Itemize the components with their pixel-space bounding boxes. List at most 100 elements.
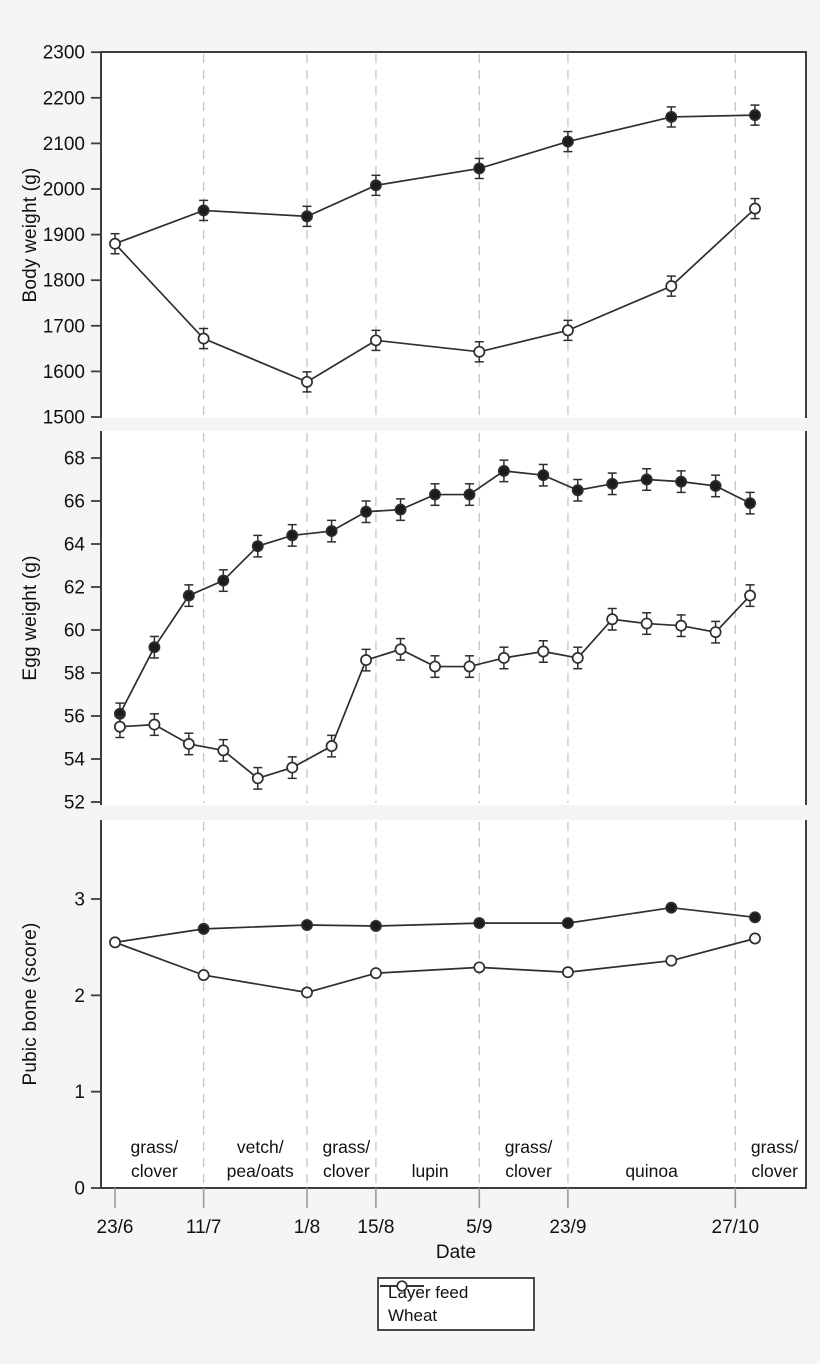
open-circle-marker [675,619,688,632]
filled-circle-marker [497,464,510,477]
panel-body-weight: 1500 1600 1700 1800 1900 2000 2100 2200 2300 [43,43,807,429]
open-circle-marker [148,718,161,731]
open-circle-marker [709,626,722,639]
filled-circle-marker [561,917,574,930]
feed-period-label: grass/ [131,1137,179,1157]
open-circle-marker [197,332,210,345]
y-tick-label: 62 [64,578,85,599]
y-axis-title-egg-weight: Egg weight (g) [20,555,41,681]
x-tick-label: 11/7 [186,1217,222,1238]
filled-circle-marker [360,505,373,518]
open-circle-marker [286,761,299,774]
open-circle-marker [571,652,584,664]
feed-period-label: clover [323,1161,370,1181]
feed-period-label: clover [751,1161,798,1181]
filled-circle-marker [640,473,653,486]
series-line-wheat [114,937,756,994]
open-circle-marker [360,654,373,667]
series-wheat [109,932,761,999]
y-tick-label: 2000 [43,180,85,201]
x-axis-title-date: Date [435,1242,477,1263]
open-circle-marker [197,969,210,982]
filled-circle-marker [325,525,338,538]
filled-circle-marker [369,179,382,192]
open-circle-marker-icon [380,1280,424,1292]
open-circle-marker [640,617,653,630]
y-tick-label: 2100 [43,134,85,155]
y-tick-label: 58 [64,664,85,685]
panel-background [101,820,806,1188]
x-tick-label: 23/6 [97,1217,134,1238]
series-layer-feed [114,901,761,944]
filled-circle-marker [675,475,688,488]
filled-circle-marker [749,109,761,122]
feed-period-label: pea/oats [227,1161,294,1181]
feed-period-label: vetch/ [237,1137,284,1157]
panel-background [101,52,806,418]
open-circle-marker [561,324,574,337]
feed-period-label: grass/ [505,1137,553,1157]
legend-item-wheat: Wheat [380,1280,533,1326]
y-tick-label: 1 [74,1082,85,1103]
y-tick-label: 1600 [43,362,85,383]
open-circle-marker [182,738,195,750]
series-wheat [113,584,757,790]
open-circle-marker [537,645,550,658]
open-circle-marker [369,334,382,347]
open-circle-marker [109,936,121,949]
series-layer-feed [114,104,761,245]
filled-circle-marker [301,919,313,931]
open-circle-marker [665,954,678,967]
legend: Layer feed Wheat [377,1277,535,1331]
y-tick-label: 3 [74,890,85,911]
filled-circle-marker [286,529,299,542]
y-tick-label: 0 [74,1179,85,1200]
feed-period-label: grass/ [751,1137,799,1157]
y-tick-label: 54 [64,750,86,771]
open-circle-marker [473,345,486,358]
feed-period-label: clover [131,1161,178,1181]
panel-pubic-bone: 0 1 2 3 23/6 11/7 1/8 15/8 5/9 23/9 27/10 grass/clo… [74,820,807,1238]
filled-circle-marker [217,574,230,587]
open-circle-marker [463,660,476,673]
open-circle-marker [606,613,619,626]
filled-circle-marker [571,484,584,497]
filled-circle-marker [606,477,619,490]
filled-circle-marker [251,540,264,553]
x-tick-label: 23/9 [549,1217,586,1238]
filled-circle-marker [369,920,382,932]
filled-circle-marker [709,480,722,492]
x-tick-label: 1/8 [294,1217,320,1238]
filled-circle-marker [148,641,161,654]
open-circle-marker [561,966,574,979]
feed-period-label: lupin [412,1161,449,1181]
open-circle-marker [665,280,678,293]
y-tick-label: 2200 [43,88,85,109]
open-circle-marker [473,961,486,974]
filled-circle-marker [301,210,313,223]
open-circle-marker [217,744,230,757]
open-circle-marker [744,589,757,602]
y-tick-label: 64 [64,535,86,556]
filled-circle-marker [394,503,407,516]
filled-circle-marker [473,162,486,175]
legend-label-layer-feed: Layer feed [388,1282,469,1302]
filled-circle-marker [473,917,486,930]
filled-circle-marker [665,111,678,123]
x-tick-label: 27/10 [712,1217,760,1238]
y-tick-label: 66 [64,492,85,513]
y-tick-label: 2300 [43,43,85,64]
series-line-layer-feed [114,114,756,245]
series-wheat [109,197,761,393]
open-circle-marker [394,643,407,656]
panel-egg-weight: 52 54 56 58 60 62 64 66 68 [64,431,807,814]
y-tick-label: 1500 [43,408,85,429]
open-circle-marker [429,660,441,673]
panel-background [101,431,806,805]
y-tick-label: 2 [74,986,85,1007]
y-axis-title-pubic-bone: Pubic bone (score) [20,922,41,1086]
feed-period-label: clover [505,1161,552,1181]
filled-circle-marker [561,135,574,148]
